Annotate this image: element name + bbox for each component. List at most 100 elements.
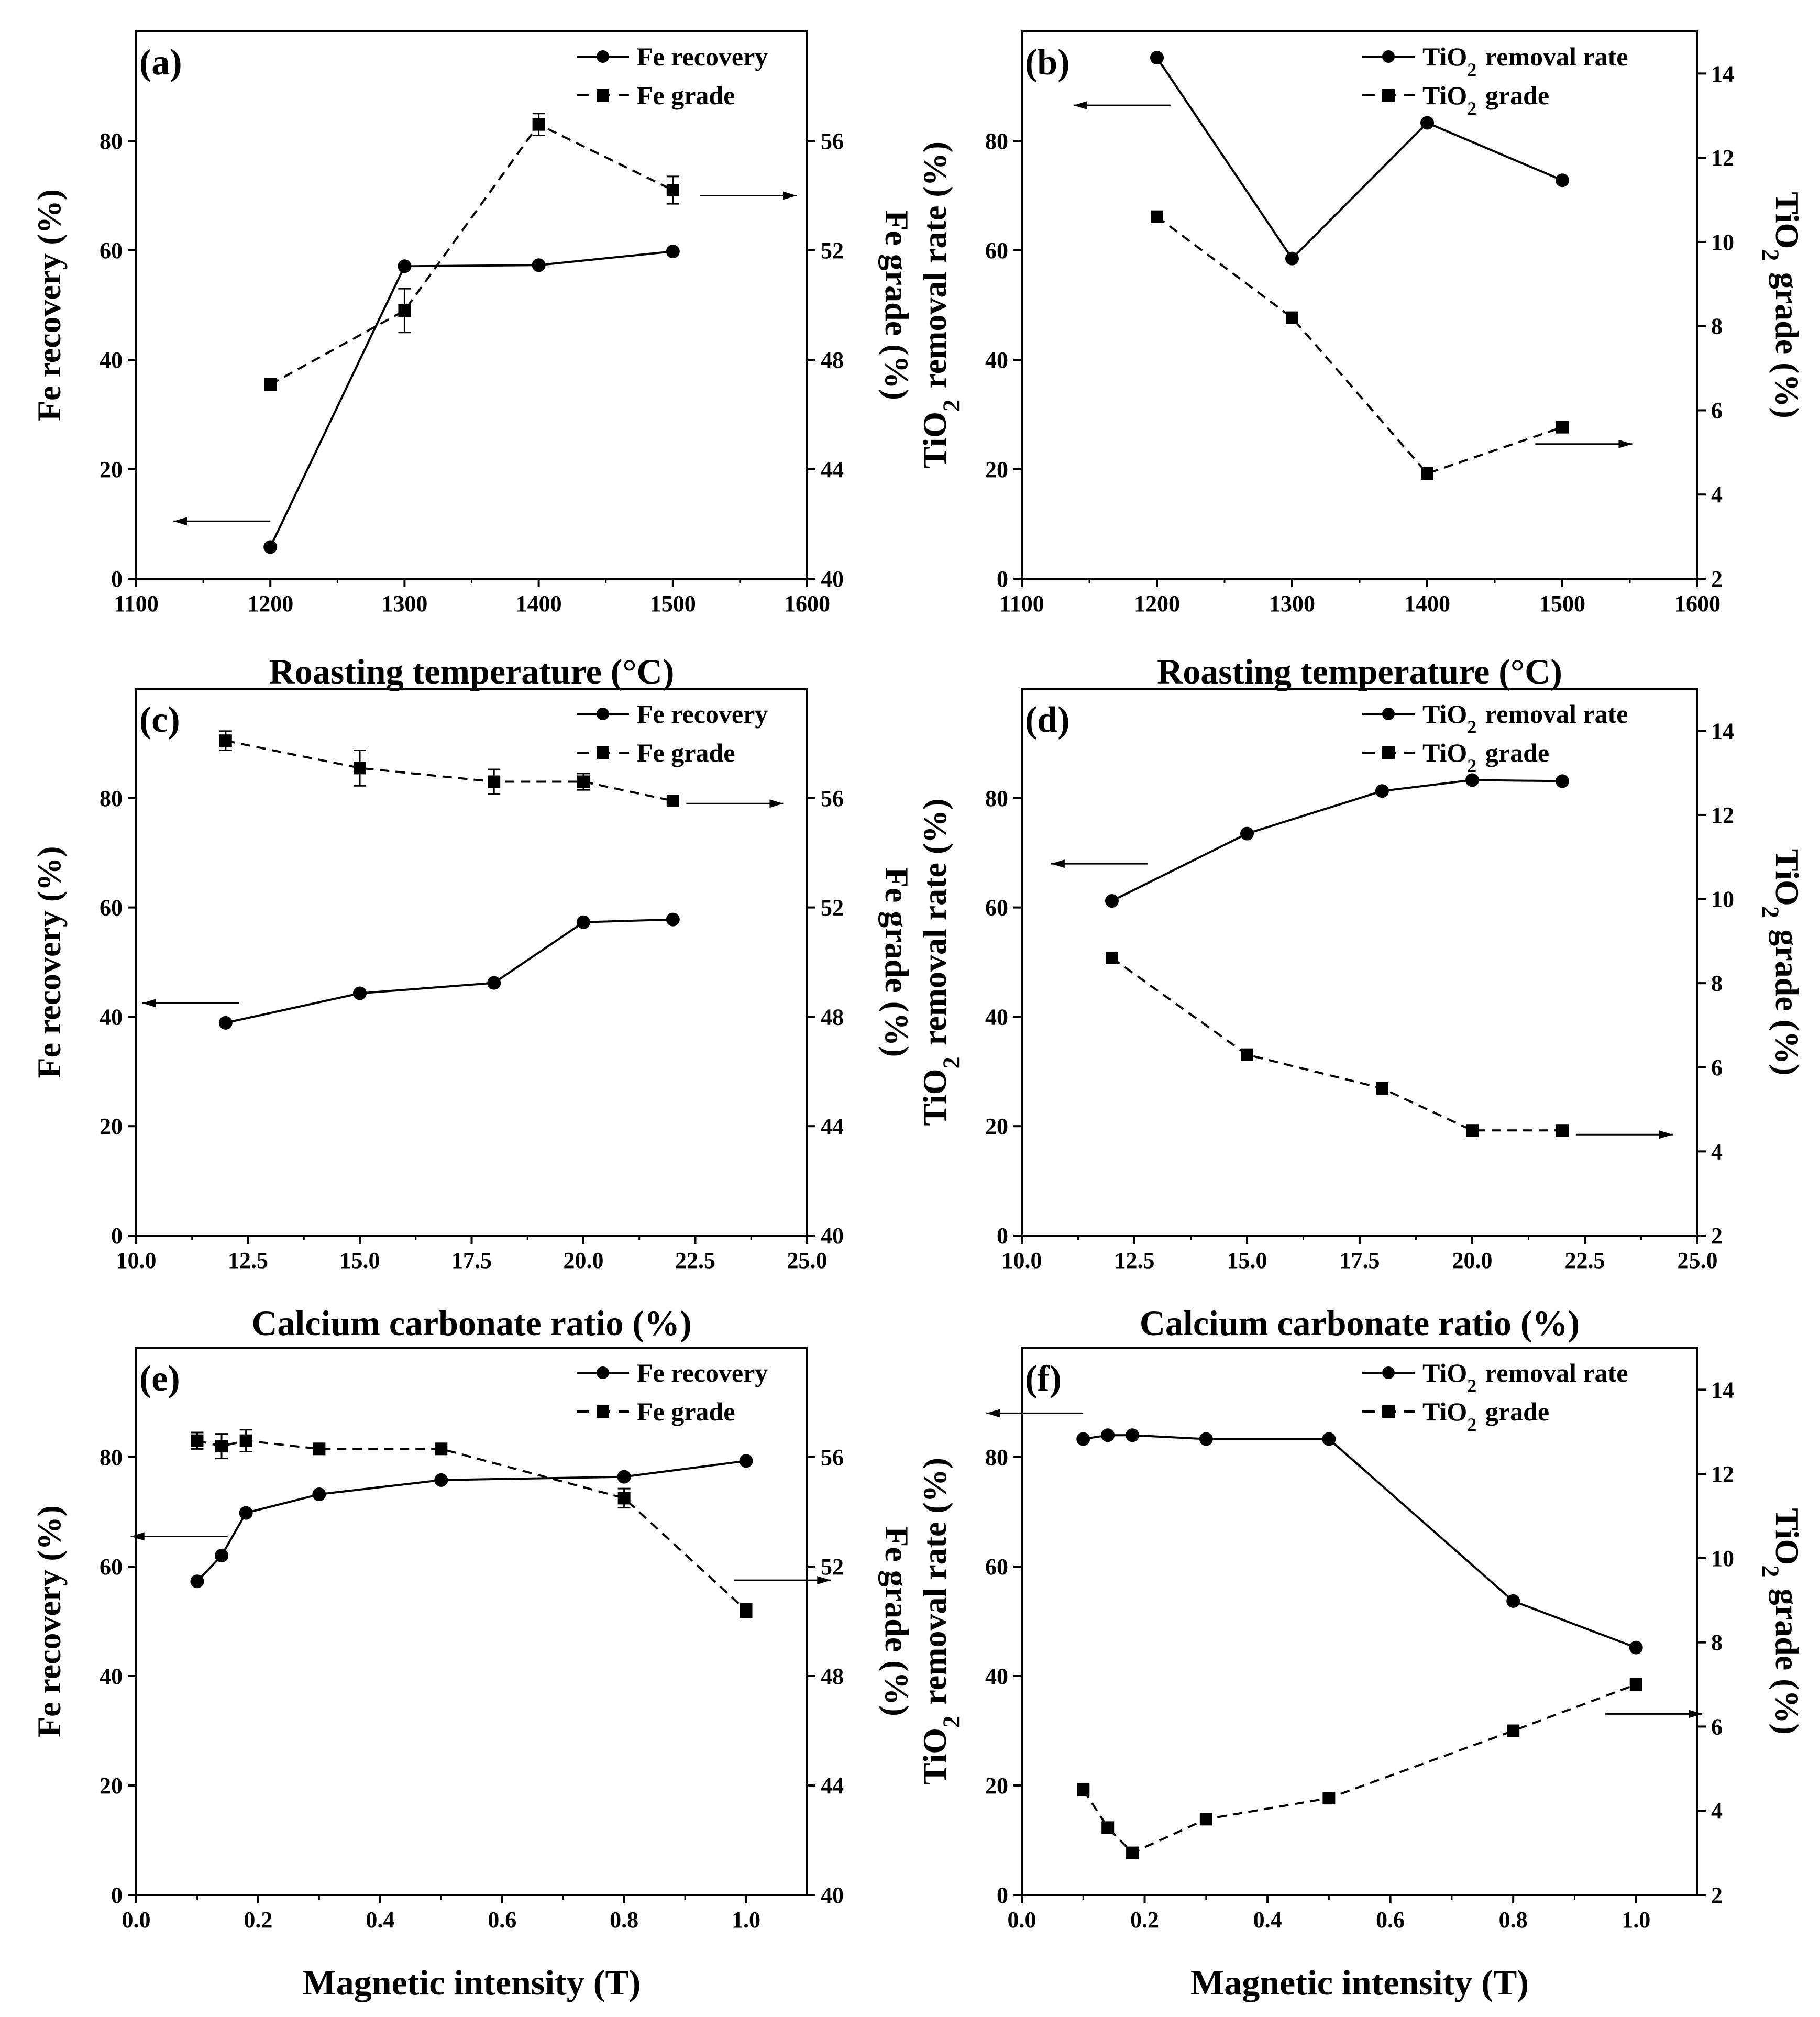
data-point-square	[1199, 1813, 1212, 1826]
x-tick-label: 1600	[784, 591, 830, 616]
panel-label: (e)	[139, 1359, 180, 1399]
x-tick-label: 15.0	[1227, 1248, 1267, 1273]
y-left-tick-label: 80	[985, 128, 1008, 154]
data-point-square	[313, 1442, 326, 1456]
y-left-tick-label: 40	[985, 1004, 1008, 1030]
x-tick-label: 25.0	[1678, 1248, 1718, 1273]
data-point-circle	[739, 1454, 753, 1468]
y-right-tick-label: 4	[1711, 1798, 1723, 1824]
x-axis-label: Calcium carbonate ratio (%)	[1140, 1303, 1580, 1343]
y-right-tick-label: 8	[1711, 314, 1723, 339]
legend-marker-circle	[1382, 50, 1395, 63]
legend-marker-circle	[597, 708, 609, 720]
y-left-tick-label: 60	[985, 238, 1008, 263]
plot-frame	[135, 1347, 808, 1896]
data-point-circle	[263, 540, 278, 554]
data-point-circle	[1420, 116, 1434, 130]
legend-marker-square	[1382, 746, 1395, 759]
data-point-circle	[1240, 826, 1254, 841]
data-point-circle	[190, 1574, 204, 1589]
data-point-circle	[215, 1549, 229, 1563]
data-point-square	[488, 775, 501, 788]
data-point-circle	[239, 1506, 253, 1520]
data-point-circle	[218, 1016, 233, 1030]
x-tick-label: 20.0	[564, 1248, 604, 1273]
data-point-circle	[398, 259, 412, 273]
y-right-tick-label: 4	[1711, 1139, 1723, 1164]
y-left-tick-label: 80	[100, 128, 123, 154]
y-right-tick-label: 10	[1711, 1546, 1734, 1571]
y-right-tick-label: 44	[821, 1114, 844, 1139]
data-point-square	[191, 1434, 204, 1447]
legend-label: TiO2 grade	[1422, 1397, 1549, 1435]
y-left-tick-label: 0	[111, 1882, 123, 1908]
y-right-tick-label: 40	[821, 566, 844, 592]
series-line-0	[196, 1460, 746, 1582]
x-tick-label: 1100	[114, 591, 159, 616]
data-point-square	[1421, 467, 1433, 480]
legend-marker-square	[597, 89, 609, 102]
y-right-tick-label: 6	[1711, 1714, 1723, 1739]
data-point-square	[1466, 1124, 1479, 1137]
data-point-square	[219, 734, 232, 747]
y-right-tick-label: 52	[821, 238, 844, 263]
y-right-tick-label: 12	[1711, 145, 1734, 171]
legend-label: Fe grade	[637, 1397, 735, 1426]
series-line-1	[1082, 1683, 1637, 1855]
y-left-tick-label: 0	[111, 1223, 123, 1249]
y-left-axis-label: Fe recovery (%)	[30, 189, 68, 421]
data-point-square	[666, 795, 679, 808]
y-right-axis-label: Fe grade (%)	[878, 210, 915, 400]
y-right-tick-label: 2	[1711, 1882, 1723, 1908]
data-point-square	[215, 1440, 228, 1453]
legend-label: TiO2 grade	[1422, 738, 1549, 776]
data-point-circle	[617, 1470, 631, 1484]
y-right-tick-label: 10	[1711, 887, 1734, 912]
data-point-square	[1556, 421, 1569, 434]
panel-label: (d)	[1025, 700, 1070, 740]
y-left-tick-label: 60	[100, 238, 123, 263]
series-line-1	[1156, 216, 1563, 475]
y-right-tick-label: 8	[1711, 1630, 1723, 1656]
y-left-tick-label: 40	[100, 347, 123, 373]
x-tick-label: 1200	[247, 591, 293, 616]
x-tick-label: 1300	[381, 591, 427, 616]
axis-arrow-head	[142, 999, 156, 1008]
y-right-axis-label: TiO2 grade (%)	[1758, 1508, 1806, 1735]
x-tick-label: 1.0	[732, 1907, 760, 1933]
y-right-axis-label: Fe grade (%)	[878, 1526, 915, 1716]
data-point-square	[398, 304, 411, 317]
x-tick-label: 25.0	[787, 1248, 828, 1273]
y-right-tick-label: 48	[821, 1004, 844, 1030]
axis-arrow-head	[769, 799, 784, 808]
series-line-1	[197, 1439, 747, 1612]
data-point-square	[1106, 951, 1118, 964]
y-left-tick-label: 40	[100, 1004, 123, 1030]
y-left-tick-label: 40	[100, 1663, 123, 1689]
axis-arrow-head	[783, 191, 797, 200]
data-point-square	[435, 1442, 448, 1456]
data-point-circle	[1126, 1428, 1140, 1442]
y-left-tick-label: 20	[100, 1773, 123, 1799]
panel-label: (b)	[1025, 42, 1070, 83]
y-left-axis-label: Fe recovery (%)	[30, 846, 68, 1078]
data-point-square	[354, 762, 366, 775]
y-left-tick-label: 0	[997, 1882, 1008, 1908]
x-tick-label: 12.5	[1115, 1248, 1155, 1273]
x-tick-label: 1400	[1404, 591, 1450, 616]
y-left-tick-label: 80	[100, 786, 123, 811]
data-point-circle	[434, 1473, 448, 1487]
series-line-0	[1111, 779, 1563, 902]
x-axis-label: Magnetic intensity (T)	[1190, 1963, 1529, 2002]
x-tick-label: 0.8	[1499, 1907, 1528, 1933]
y-left-tick-label: 0	[111, 566, 123, 592]
data-point-square	[1556, 1124, 1569, 1137]
data-point-square	[1101, 1821, 1115, 1834]
y-left-tick-label: 20	[100, 457, 123, 482]
data-point-circle	[1629, 1640, 1643, 1655]
axis-arrow-head	[986, 1409, 1000, 1418]
x-tick-label: 0.6	[1376, 1907, 1405, 1933]
x-tick-label: 15.0	[340, 1248, 380, 1273]
data-point-circle	[487, 976, 501, 990]
data-point-circle	[1285, 251, 1299, 266]
